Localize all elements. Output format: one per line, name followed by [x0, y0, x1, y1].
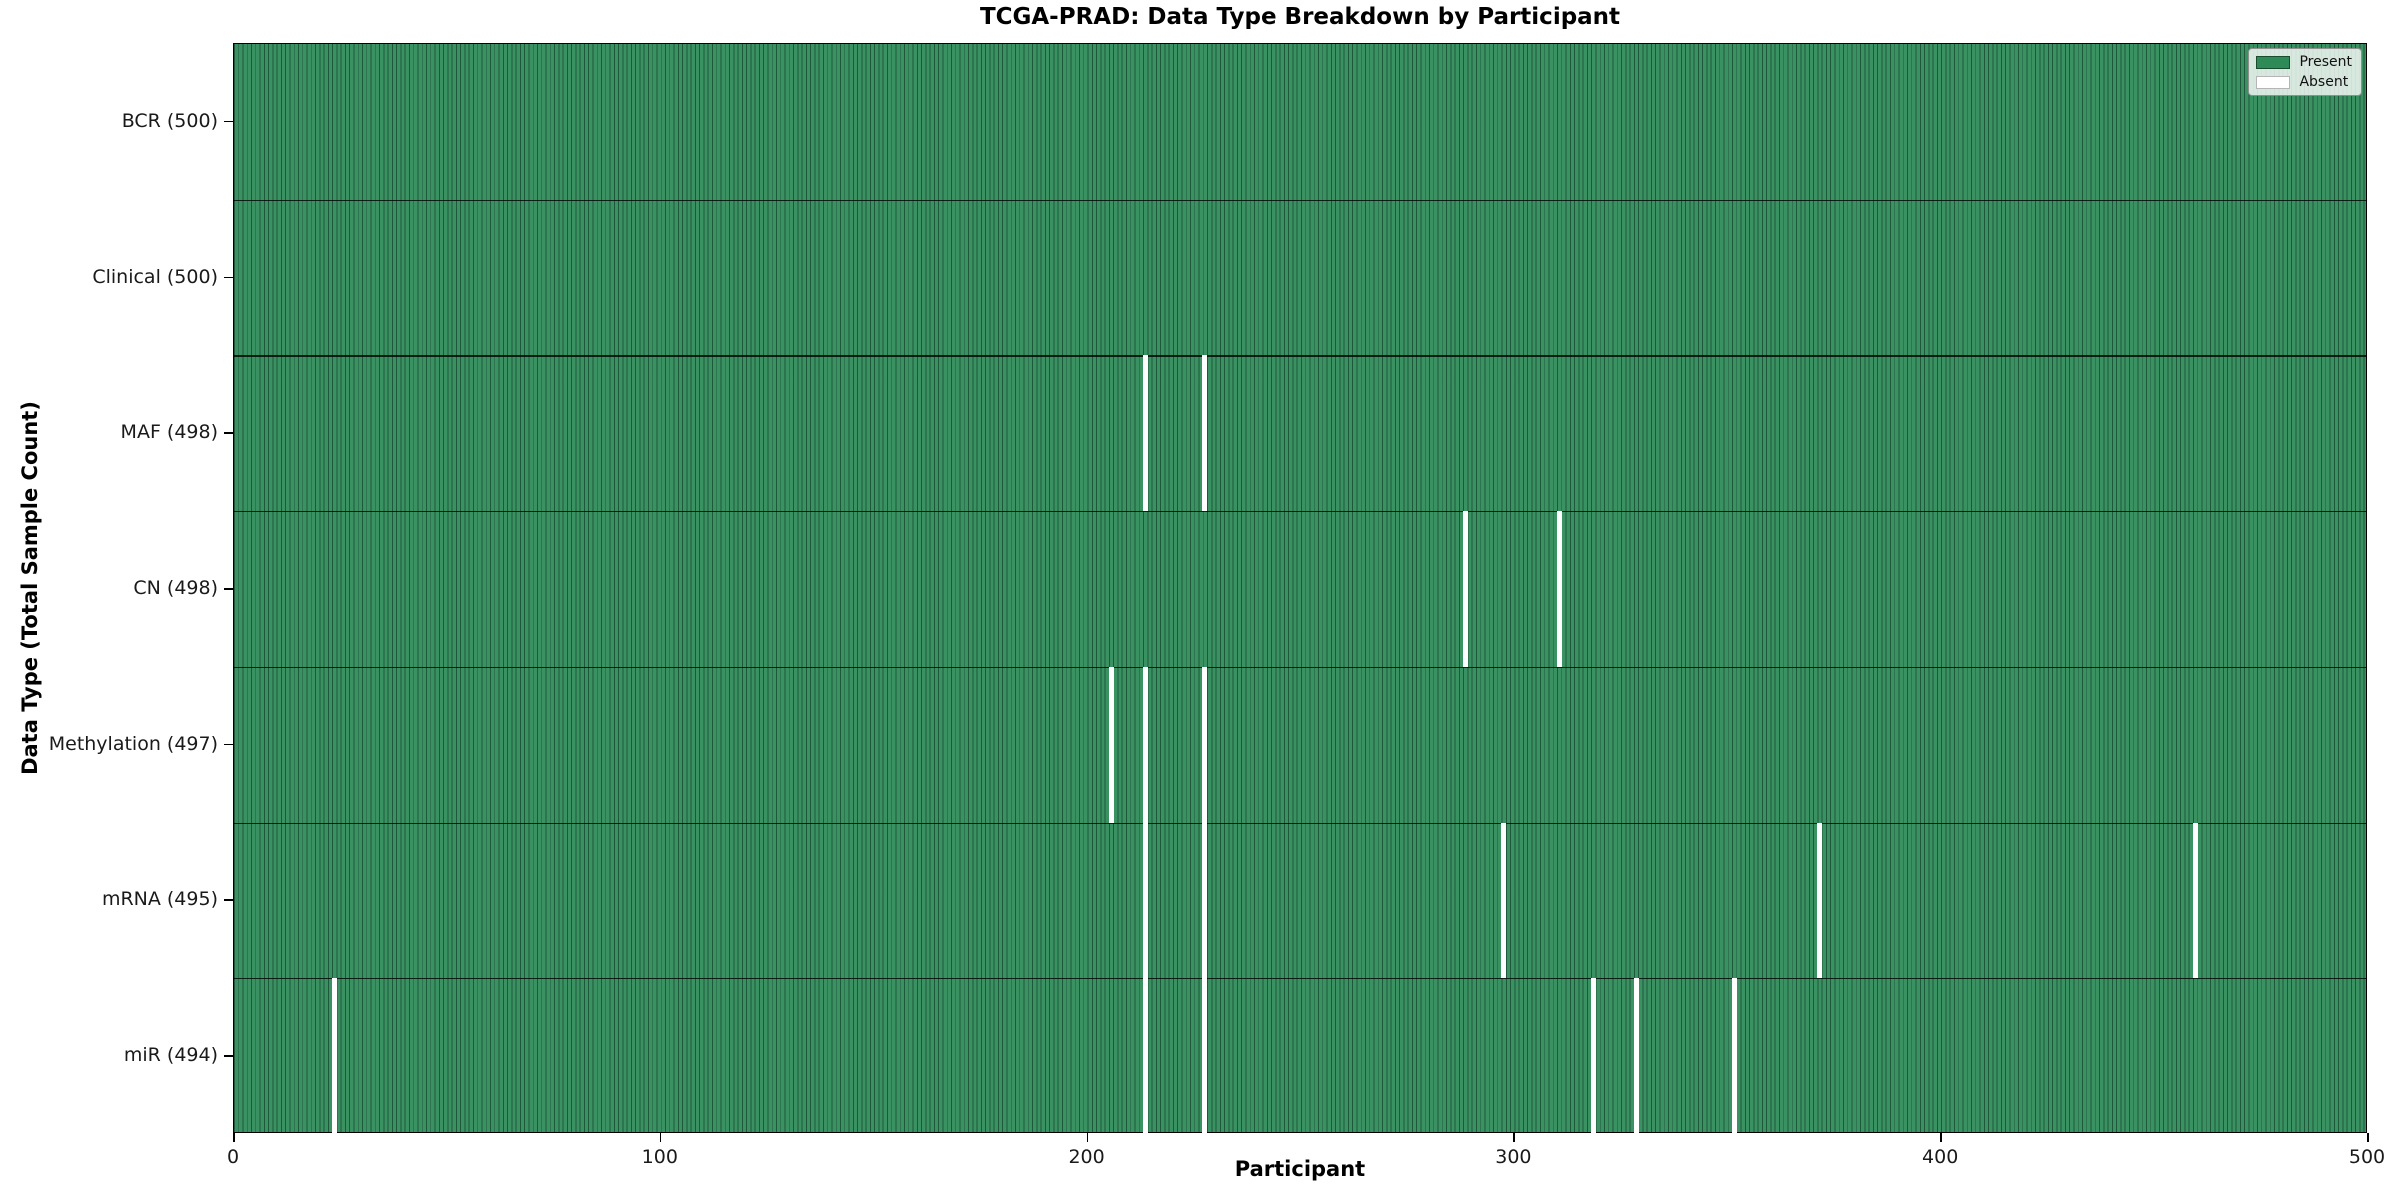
- absent-bar-mRNA-213: [1142, 822, 1148, 979]
- absent-bar-CN-288: [1462, 511, 1468, 667]
- absent-bar-miR-227: [1202, 978, 1208, 1134]
- legend: Present Absent: [2248, 48, 2362, 96]
- x-tick-mark: [1086, 1133, 1089, 1142]
- absent-bar-miR-23: [331, 978, 337, 1134]
- absent-swatch-icon: [2256, 75, 2291, 89]
- x-tick-label-500: 500: [2348, 1146, 2386, 1168]
- row-separator: [234, 666, 2366, 669]
- row-separator: [234, 511, 2366, 513]
- y-tick-mark: [224, 120, 233, 123]
- chart-title: TCGA-PRAD: Data Type Breakdown by Partic…: [979, 4, 1621, 30]
- y-tick-label-Clinical: Clinical (500): [92, 265, 218, 288]
- y-tick-mark: [224, 743, 233, 746]
- absent-bar-miR-351: [1731, 978, 1737, 1134]
- absent-bar-miR-318: [1590, 978, 1596, 1134]
- absent-bar-MAF-213: [1142, 355, 1148, 512]
- y-tick-mark: [224, 276, 233, 279]
- row-separator: [234, 978, 2366, 980]
- row-separator: [234, 355, 2366, 357]
- y-tick-mark: [224, 432, 233, 434]
- x-tick-label-200: 200: [1068, 1146, 1105, 1168]
- x-tick-label-100: 100: [641, 1146, 678, 1168]
- plot-area: Present Absent: [233, 43, 2367, 1134]
- absent-bar-Methylation-227: [1202, 666, 1208, 823]
- x-tick-label-400: 400: [1922, 1146, 1959, 1168]
- y-tick-mark: [224, 1055, 233, 1057]
- x-tick-mark: [1513, 1133, 1515, 1142]
- x-tick-mark: [2367, 1133, 2369, 1142]
- x-tick-mark: [233, 1133, 235, 1142]
- absent-bar-mRNA-371: [1817, 822, 1823, 979]
- x-tick-label-0: 0: [226, 1146, 240, 1168]
- y-tick-label-Methylation: Methylation (497): [48, 732, 218, 755]
- y-tick-mark: [224, 899, 233, 901]
- row-separator: [234, 199, 2366, 201]
- x-axis-label: Participant: [1234, 1157, 1366, 1181]
- y-tick-mark: [224, 588, 233, 590]
- y-tick-label-MAF: MAF (498): [120, 421, 218, 444]
- x-tick-label-300: 300: [1495, 1146, 1532, 1168]
- absent-bar-miR-213: [1142, 978, 1148, 1134]
- present-swatch-icon: [2256, 55, 2291, 69]
- legend-label-present: Present: [2299, 54, 2352, 70]
- y-tick-label-BCR: BCR (500): [121, 109, 218, 132]
- y-tick-label-miR: miR (494): [123, 1044, 218, 1067]
- x-tick-mark: [1940, 1133, 1942, 1142]
- absent-bar-Methylation-213: [1142, 666, 1148, 823]
- absent-bar-mRNA-297: [1501, 822, 1507, 979]
- legend-label-absent: Absent: [2299, 74, 2349, 90]
- absent-bar-mRNA-459: [2192, 822, 2198, 979]
- x-tick-mark: [659, 1133, 662, 1142]
- absent-bar-MAF-227: [1202, 355, 1208, 512]
- absent-bar-mRNA-227: [1202, 822, 1208, 979]
- absent-bar-miR-328: [1633, 978, 1639, 1134]
- y-tick-label-CN: CN (498): [133, 577, 218, 599]
- row-separator: [234, 822, 2366, 824]
- legend-item-present: Present: [2256, 54, 2352, 70]
- absent-bar-Methylation-205: [1108, 666, 1114, 823]
- legend-item-absent: Absent: [2256, 74, 2352, 90]
- y-tick-label-mRNA: mRNA (495): [101, 888, 218, 911]
- absent-bar-CN-310: [1556, 511, 1562, 667]
